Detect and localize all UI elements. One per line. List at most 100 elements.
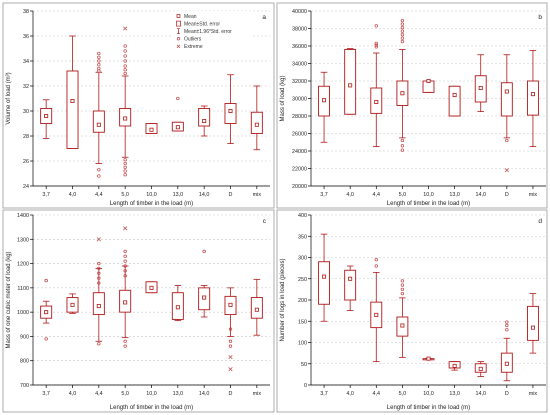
y-tick-label: 24000 <box>292 149 307 155</box>
outlier-point <box>123 264 127 268</box>
y-tick-label: 22000 <box>292 167 307 173</box>
x-tick-label: 14,0 <box>199 192 210 198</box>
chart-panel-b: 20000 22000 24000 26000 28000 30000 32000 34000… <box>276 2 548 209</box>
x-tick-label: 5,0 <box>399 192 407 198</box>
outlier-point <box>400 287 405 292</box>
outlier-point <box>505 323 509 328</box>
x-tick-label: 4,0 <box>346 391 354 397</box>
y-tick-label: 38000 <box>292 27 307 33</box>
x-tick-label: 4,4 <box>95 391 103 397</box>
outlier-point <box>97 63 101 67</box>
mean-marker <box>322 274 327 279</box>
y-tick-label: 30000 <box>292 97 307 103</box>
extreme-icon <box>176 44 181 49</box>
y-axis-title: Number of logs in load (pieces) <box>280 258 286 341</box>
x-axis-title: Length of timber in the load (m) <box>110 201 193 207</box>
outlier-point <box>44 337 48 341</box>
outlier-point <box>97 168 101 172</box>
x-tick-label: 5,0 <box>121 192 129 198</box>
mean-marker <box>400 91 405 96</box>
y-tick-label: 900 <box>20 334 29 340</box>
y-tick-label: 400 <box>298 213 307 219</box>
outlier-point <box>123 64 127 68</box>
mean-marker <box>426 79 431 84</box>
mean-marker <box>348 83 353 88</box>
x-axis-title: Length of timber in the load (m) <box>110 405 193 411</box>
outlier-point <box>97 174 101 178</box>
y-tick-label: 1400 <box>17 213 29 219</box>
mean-marker <box>254 307 259 312</box>
mean-marker <box>348 276 353 281</box>
legend-label: Mean <box>184 14 197 20</box>
mean-marker <box>44 114 49 119</box>
outlier-point <box>123 59 127 63</box>
outlier-point <box>228 327 233 331</box>
box-std-error <box>92 292 105 316</box>
box-std-error <box>527 305 539 341</box>
outlier-point <box>374 43 378 47</box>
y-tick-label: 20000 <box>292 184 307 190</box>
x-tick-label: 3,7 <box>42 391 50 397</box>
mean-marker <box>228 109 233 114</box>
outlier-point <box>97 69 101 73</box>
outlier-point <box>97 59 101 63</box>
y-tick-label: 32000 <box>292 79 307 85</box>
y-tick-label: 300 <box>298 256 307 262</box>
legend-label: Outliers <box>184 37 202 43</box>
x-tick-label: 4,4 <box>95 192 103 198</box>
x-tick-label: mix <box>529 192 538 198</box>
outlier-point <box>400 144 405 148</box>
box-std-error <box>198 108 211 127</box>
outlier-point <box>123 161 127 166</box>
outlier-point <box>97 271 101 275</box>
mean-marker <box>478 86 483 91</box>
box-std-error <box>224 103 237 124</box>
outlier-point <box>228 339 233 343</box>
y-axis-title: Mass of load (kg) <box>280 75 286 121</box>
mean-marker <box>202 119 207 124</box>
outlier-point <box>123 49 127 53</box>
outlier-point <box>123 259 127 263</box>
mean-marker <box>228 302 233 307</box>
x-tick-label: 13,0 <box>173 192 184 198</box>
outlier-point <box>374 24 378 28</box>
mean-marker <box>175 125 180 130</box>
mean-marker <box>374 100 379 105</box>
mean-marker <box>149 285 154 290</box>
x-tick-label: 4,0 <box>69 192 77 198</box>
outlier-point <box>97 266 101 271</box>
y-axis-title: Mass of one cubic meter of load (kg) <box>6 251 12 348</box>
x-tick-label: 10,0 <box>146 391 157 397</box>
x-tick-label: mix <box>253 192 262 198</box>
panel-letter: d <box>538 218 542 225</box>
outlier-point <box>97 261 101 266</box>
outlier-point <box>97 276 101 280</box>
x-axis-title: Length of timber in the load (m) <box>387 405 470 411</box>
outlier-point <box>123 339 127 343</box>
panel-letter: b <box>538 14 542 21</box>
x-tick-label: D <box>505 192 509 198</box>
extreme-point <box>96 237 101 242</box>
outlier-point <box>123 54 127 58</box>
mean-marker <box>426 356 431 361</box>
outlier-point <box>400 291 405 296</box>
outlier-point <box>228 344 233 348</box>
outlier-point <box>400 25 405 30</box>
panel-letter: c <box>263 218 267 225</box>
panel-letter: a <box>262 14 266 21</box>
x-tick-label: 10,0 <box>146 192 157 198</box>
outlier-point <box>505 138 509 143</box>
mean-marker <box>478 366 483 371</box>
y-tick-label: 38 <box>23 9 29 15</box>
outlier-point <box>202 249 206 254</box>
outlier-point <box>374 257 378 262</box>
y-tick-label: 26000 <box>292 132 307 138</box>
mean-marker <box>123 300 128 305</box>
y-tick-label: 26 <box>23 159 29 165</box>
x-tick-label: 5,0 <box>399 391 407 397</box>
outlier-point <box>44 278 48 283</box>
outlier-point <box>400 29 405 33</box>
outlier-point <box>97 51 101 56</box>
y-tick-label: 36 <box>23 34 29 40</box>
mean-marker <box>202 295 207 300</box>
